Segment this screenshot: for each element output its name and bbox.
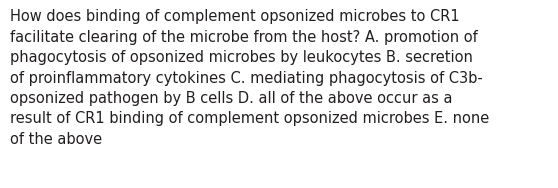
Text: How does binding of complement opsonized microbes to CR1
facilitate clearing of : How does binding of complement opsonized…	[10, 9, 489, 147]
